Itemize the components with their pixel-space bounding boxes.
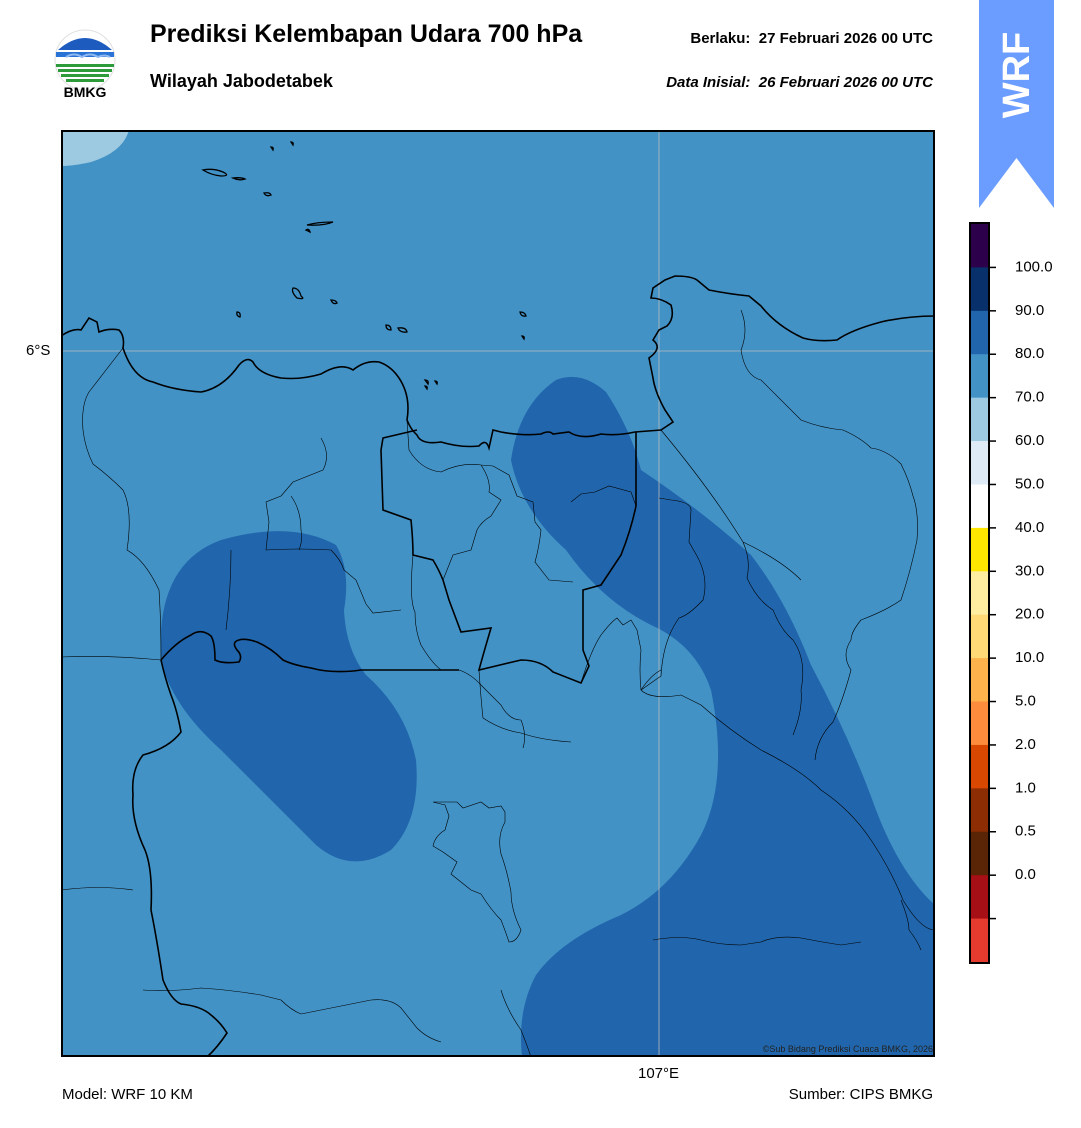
colorbar-label: 90.0	[1015, 302, 1044, 319]
colorbar-label: 40.0	[1015, 519, 1044, 536]
colorbar-label: 70.0	[1015, 389, 1044, 406]
colorbar-label: 80.0	[1015, 345, 1044, 362]
colorbar-label: 100.0	[1015, 258, 1053, 275]
init-time: Data Inisial: 26 Februari 2026 00 UTC	[666, 74, 933, 91]
colorbar-swatch	[971, 441, 988, 485]
valid-time: Berlaku: 27 Februari 2026 00 UTC	[690, 30, 933, 47]
colorbar-swatch	[971, 267, 988, 312]
colorbar-swatch	[971, 614, 988, 659]
map-credit: ©Sub Bidang Prediksi Cuaca BMKG, 2026	[762, 1044, 933, 1054]
colorbar-swatch	[971, 310, 988, 355]
colorbar-swatch	[971, 744, 988, 789]
colorbar-label: 2.0	[1015, 736, 1036, 753]
colorbar-label: 60.0	[1015, 432, 1044, 449]
colorbar-swatch	[971, 918, 988, 963]
latitude-label: 6°S	[26, 342, 51, 359]
colorbar-label: 20.0	[1015, 606, 1044, 623]
colorbar-label: 0.0	[1015, 866, 1036, 883]
colorbar-swatch	[971, 224, 988, 268]
longitude-label: 107°E	[638, 1065, 680, 1082]
init-time-value: 26 Februari 2026 00 UTC	[758, 74, 933, 91]
colorbar-swatch	[971, 831, 988, 876]
source-label: Sumber: CIPS BMKG	[788, 1086, 933, 1103]
map-frame	[61, 130, 935, 1057]
colorbar-label: 5.0	[1015, 692, 1036, 709]
colorbar-swatch	[971, 658, 988, 703]
colorbar-swatch	[971, 875, 988, 920]
colorbar-swatch	[971, 484, 988, 529]
colorbar-swatch	[971, 701, 988, 746]
islands	[201, 141, 527, 391]
colorbar-swatch	[971, 527, 988, 572]
district-borders	[61, 309, 935, 1057]
bmkg-logo	[54, 29, 116, 91]
colorbar-label: 0.5	[1015, 823, 1036, 840]
model-label: Model: WRF 10 KM	[62, 1086, 193, 1103]
colorbar-frame	[969, 222, 990, 964]
humidity-field-60-70	[61, 130, 129, 166]
valid-time-value: 27 Februari 2026 00 UTC	[758, 30, 933, 47]
colorbar-label: 50.0	[1015, 475, 1044, 492]
valid-time-label: Berlaku:	[690, 30, 751, 47]
wrf-badge-text: WRF	[996, 32, 1038, 119]
humidity-map	[61, 130, 935, 1057]
colorbar-swatch	[971, 397, 988, 442]
init-time-label: Data Inisial:	[666, 74, 751, 91]
logo-label: BMKG	[63, 84, 107, 100]
province-borders	[131, 429, 637, 1057]
page-subtitle: Wilayah Jabodetabek	[150, 71, 333, 91]
humidity-field-80-90-west	[161, 531, 417, 862]
colorbar-swatch	[971, 788, 988, 833]
wrf-label: WRF	[996, 32, 1038, 119]
coastline	[61, 275, 935, 452]
colorbar-label: 1.0	[1015, 779, 1036, 796]
wrf-badge	[979, 0, 1054, 208]
colorbar-swatch	[971, 571, 988, 616]
humidity-field-80-90-east	[511, 376, 935, 1057]
colorbar-label: 30.0	[1015, 562, 1044, 579]
colorbar: 100.0 90.0 80.0 70.0 60.0 50.0 40.0 30.0 20.0 10.…	[969, 222, 1053, 964]
colorbar-label: 10.0	[1015, 649, 1044, 666]
page-title: Prediksi Kelembapan Udara 700 hPa	[150, 20, 583, 48]
colorbar-swatch	[971, 354, 988, 399]
